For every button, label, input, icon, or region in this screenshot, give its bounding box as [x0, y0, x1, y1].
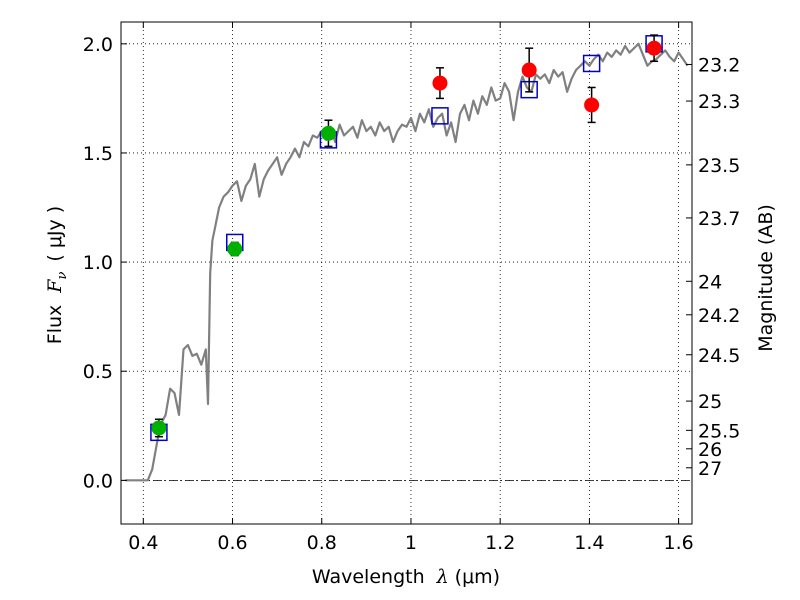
- data-point: [227, 241, 243, 257]
- x-tick-label: 1: [405, 532, 417, 554]
- errorbar-layer: [154, 34, 659, 438]
- x-tick-label: 1.2: [485, 532, 515, 554]
- y-tick-label: 0.5: [83, 361, 113, 383]
- y-axis-ticks: 0.0 0.5 1.0 1.5 2.0: [83, 34, 127, 492]
- y-tick-label: 0.0: [83, 470, 113, 492]
- y-axis-label-prefix: Flux: [44, 305, 66, 345]
- x-tick-label: 1.4: [574, 532, 604, 554]
- x-axis-label-unit: (μm): [455, 566, 500, 588]
- x-axis-label: Wavelength λ (μm): [312, 566, 500, 588]
- data-point: [151, 420, 167, 436]
- x-axis-label-prefix: Wavelength: [312, 566, 425, 588]
- grid: [121, 22, 692, 524]
- y-axis-label-unit: ( μJy ): [44, 206, 66, 262]
- data-point: [432, 75, 448, 91]
- y2-tick-label: 23.3: [698, 91, 740, 113]
- y2-tick-label: 23.2: [698, 54, 740, 76]
- x-tick-label: 0.6: [217, 532, 247, 554]
- data-point: [646, 40, 662, 56]
- plot-frame: [120, 21, 693, 525]
- model-box-marker: [582, 54, 601, 73]
- x-tick-label: 1.6: [664, 532, 694, 554]
- data-point-layer: [151, 40, 662, 436]
- data-point: [521, 62, 537, 78]
- model-spectrum-line: [125, 42, 689, 482]
- y2-tick-label: 24.5: [698, 345, 740, 367]
- data-point: [320, 125, 336, 141]
- y2-tick-label: 24: [698, 271, 722, 293]
- y2-tick-label: 23.7: [698, 208, 740, 230]
- y2-tick-label: 23.5: [698, 155, 740, 177]
- y-axis-label: Flux Fν ( μJy ): [44, 206, 70, 344]
- y-tick-label: 1.5: [83, 143, 113, 165]
- y-axis-label-sub: ν: [55, 272, 70, 280]
- model-box-marker: [431, 107, 449, 125]
- x-tick-label: 0.8: [307, 532, 337, 554]
- data-point: [584, 97, 600, 113]
- y2-tick-label: 24.2: [698, 305, 740, 327]
- x-axis-label-var: λ: [436, 566, 449, 588]
- y-axis-label-var: F: [44, 279, 66, 294]
- x-tick-label: 0.4: [128, 532, 158, 554]
- y2-tick-label: 25.5: [698, 420, 740, 442]
- y2-axis-label: Magnitude (AB): [755, 204, 777, 352]
- x-axis-ticks: 0.4 0.6 0.8 1 1.2 1.4 1.6: [128, 22, 694, 554]
- y2-tick-label: 26: [698, 439, 722, 461]
- y-tick-label: 1.0: [83, 252, 113, 274]
- y2-tick-label: 25: [698, 391, 722, 413]
- model-spectrum-layer: [125, 42, 689, 482]
- y-tick-label: 2.0: [83, 34, 113, 56]
- y2-tick-label: 27: [698, 458, 722, 480]
- model-box-layer: [150, 35, 663, 442]
